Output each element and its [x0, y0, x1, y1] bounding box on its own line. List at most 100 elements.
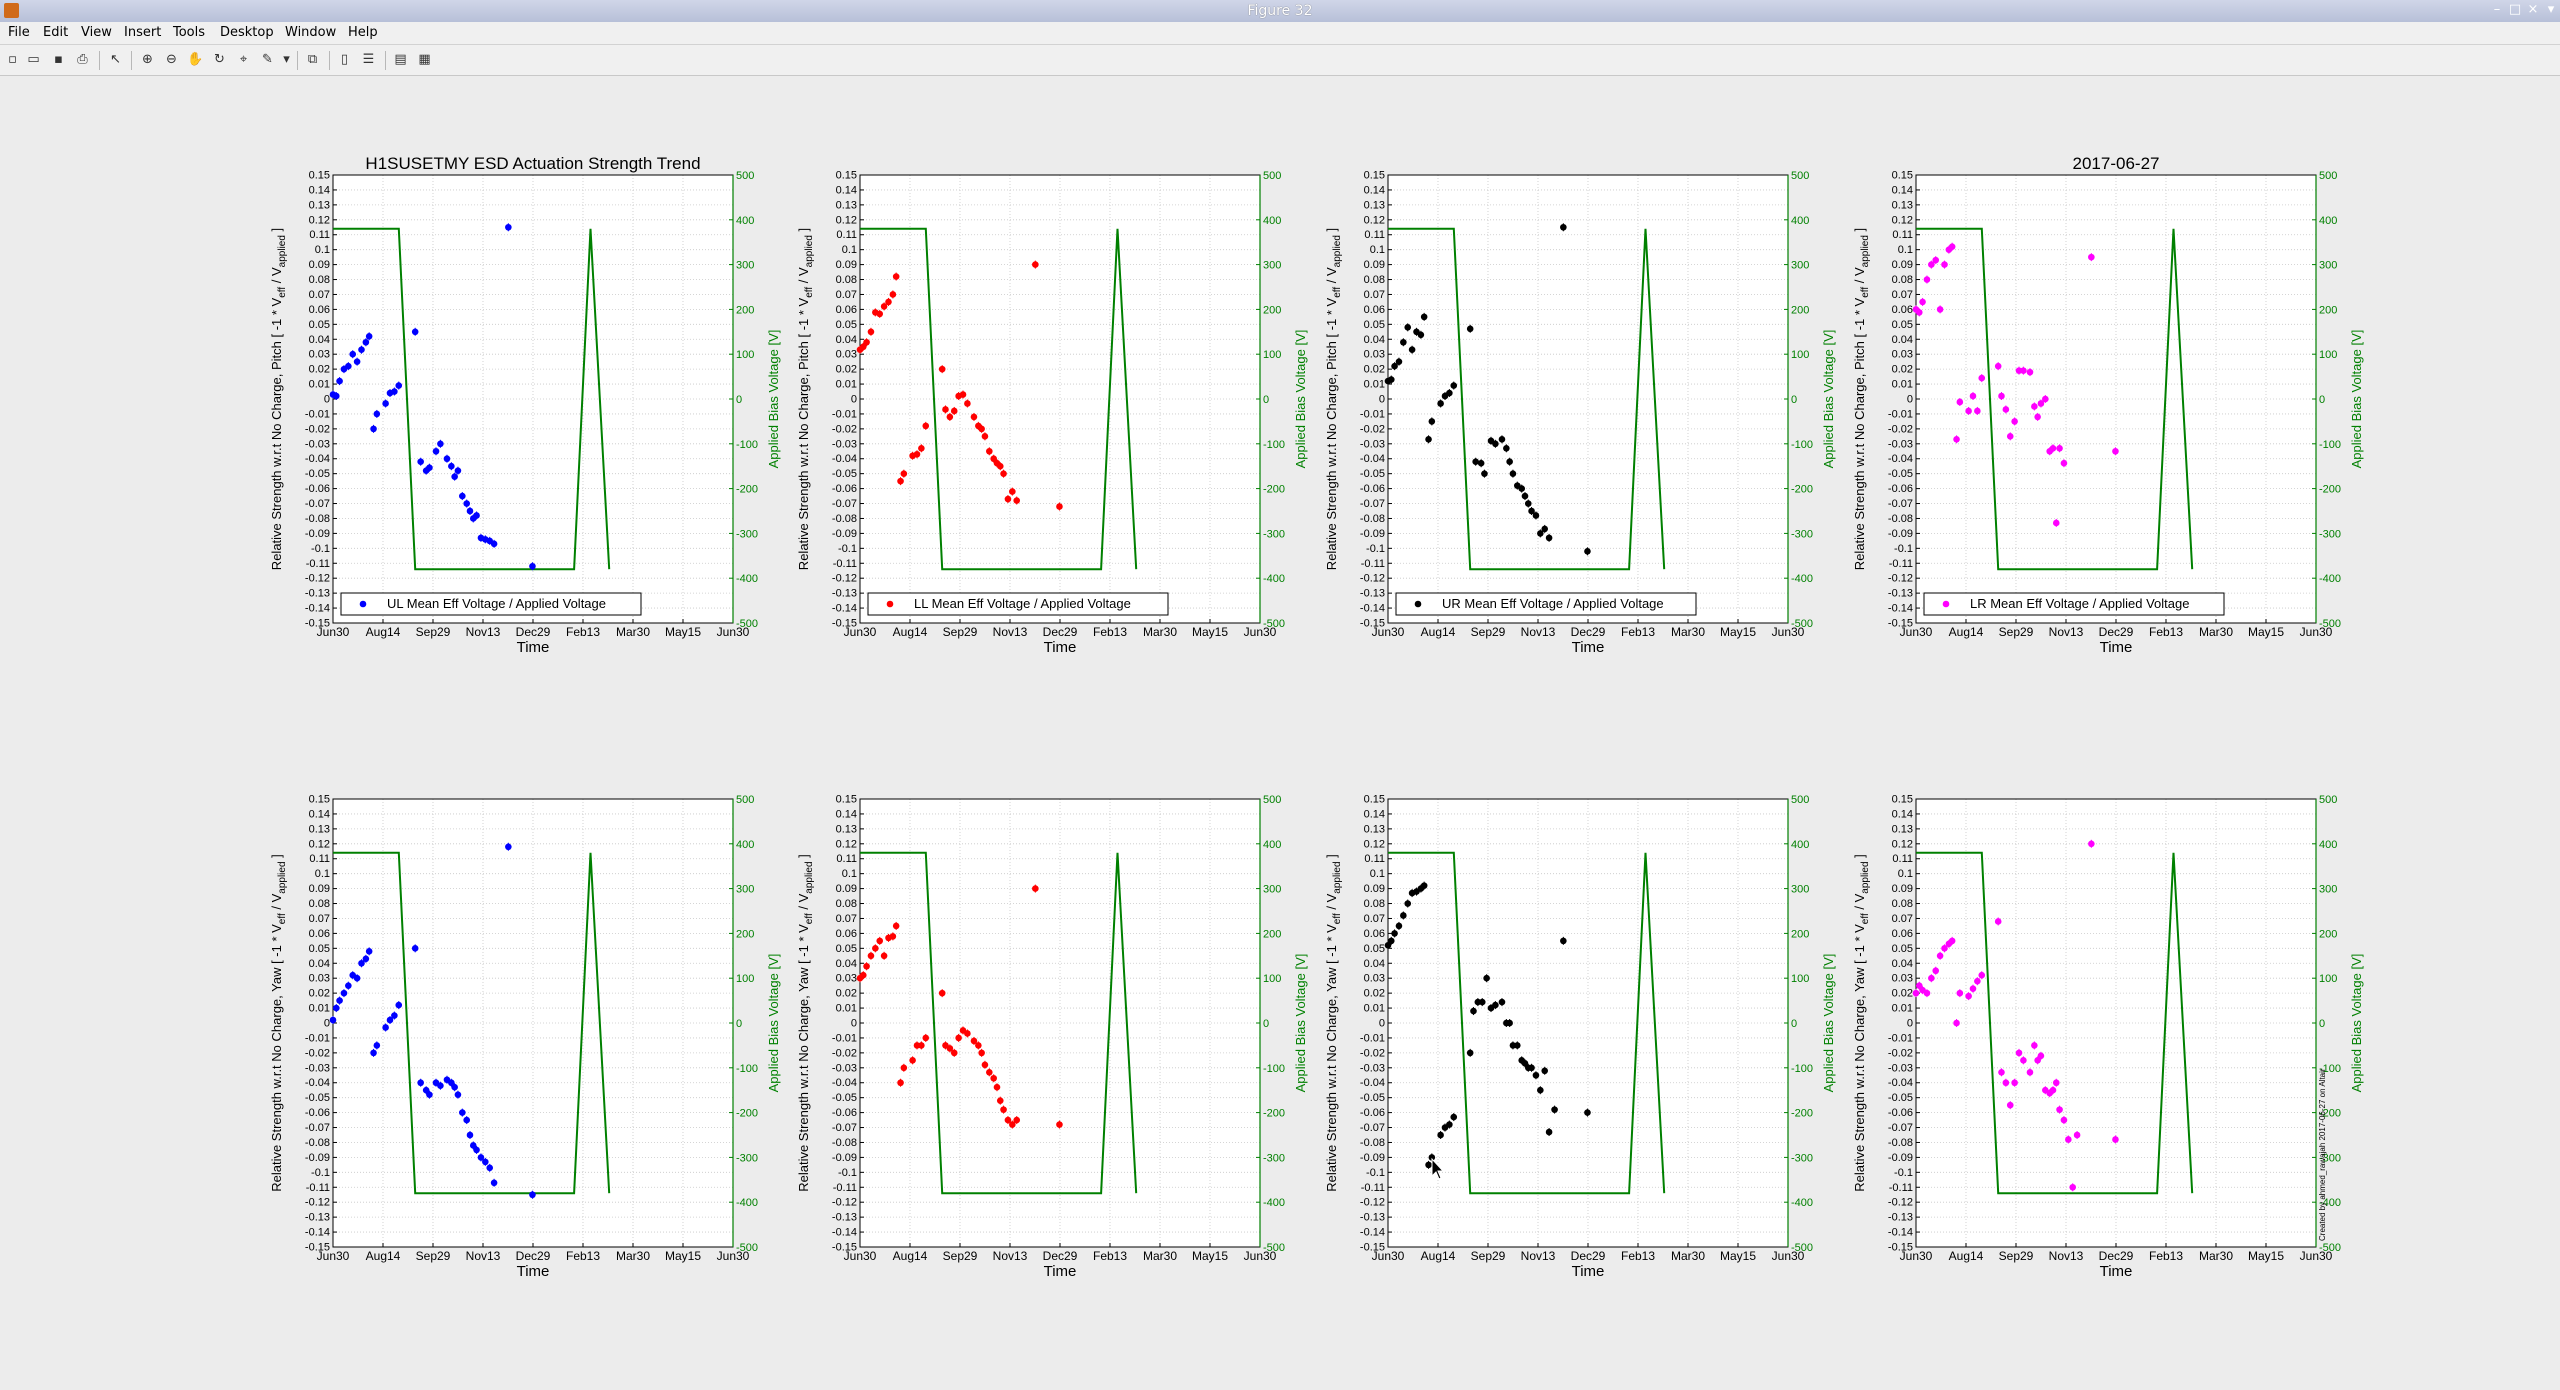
- menu-edit[interactable]: Edit: [43, 25, 69, 40]
- open-file-icon[interactable]: ▭: [27, 52, 40, 67]
- y-tick-label: 0.15: [1892, 170, 1913, 182]
- maximize-icon[interactable]: □: [2508, 2, 2522, 17]
- show-plot-tools-icon[interactable]: ▦: [418, 52, 431, 67]
- plot-title: 2017-06-27: [2073, 154, 2160, 173]
- data-point: [1428, 1154, 1436, 1161]
- x-tick-label: Sep29: [1471, 625, 1506, 639]
- zoom-out-icon[interactable]: ⊖: [166, 52, 177, 67]
- data-point: [1408, 346, 1416, 354]
- y2-tick-label: 100: [736, 973, 754, 985]
- y2-tick-label: 400: [2319, 215, 2337, 227]
- bias-voltage-line: [1916, 227, 2194, 571]
- y2-tick-label: 0: [1263, 394, 1269, 406]
- y-tick-label: -0.01: [1888, 1032, 1913, 1044]
- x-axis-label: Time: [517, 639, 550, 656]
- data-point: [1956, 989, 1964, 997]
- x-tick-label: Sep29: [416, 625, 451, 639]
- y-tick-label: -0.08: [305, 1137, 330, 1149]
- y-tick-label: 0: [851, 394, 857, 406]
- colorbar-icon[interactable]: ▯: [340, 52, 349, 67]
- legend-icon[interactable]: ☰: [362, 52, 375, 67]
- y-tick-label: 0.12: [836, 214, 857, 226]
- data-point: [1420, 882, 1428, 889]
- y-tick-label: 0.13: [309, 199, 330, 211]
- y-tick-label: 0.11: [836, 229, 857, 241]
- print-icon[interactable]: ⎙: [77, 52, 88, 67]
- y-tick-label: 0.08: [309, 274, 330, 286]
- data-point: [353, 358, 361, 365]
- new-figure-icon[interactable]: ▫: [8, 52, 17, 67]
- x-tick-label: May15: [665, 1249, 701, 1263]
- x-tick-label: Jun30: [2300, 625, 2333, 639]
- x-tick-label: Dec29: [1571, 625, 1606, 639]
- data-point: [1541, 525, 1549, 533]
- y-tick-label: -0.13: [305, 1212, 330, 1224]
- close-icon[interactable]: ×: [2527, 2, 2539, 17]
- y-tick-label: 0.01: [309, 1003, 330, 1015]
- link-plot-icon[interactable]: ⧉: [307, 52, 318, 67]
- window-menu-icon[interactable]: ▾: [2547, 2, 2555, 17]
- y-tick-label: 0.14: [1364, 184, 1385, 196]
- data-point: [1395, 358, 1403, 365]
- y-tick-label: 0.09: [309, 259, 330, 271]
- y2-tick-label: -200: [1263, 484, 1285, 496]
- x-tick-label: Feb13: [2149, 1249, 2183, 1263]
- y-tick-label: 0.01: [836, 1003, 857, 1015]
- y2-axis-label: Applied Bias Voltage [V]: [1821, 330, 1836, 469]
- y-tick-label: -0.08: [1360, 1137, 1385, 1149]
- save-icon[interactable]: ▪: [54, 52, 63, 67]
- y-tick-label: 0.02: [836, 988, 857, 1000]
- y-tick-label: 0.06: [1364, 304, 1385, 316]
- y-tick-label: 0.03: [1892, 349, 1913, 361]
- y-tick-label: 0.14: [1892, 808, 1913, 820]
- zoom-in-icon[interactable]: ⊕: [142, 52, 153, 67]
- brush-dropdown-icon[interactable]: ▾: [283, 52, 290, 67]
- hide-plot-tools-icon[interactable]: ▤: [394, 52, 407, 67]
- y-tick-label: -0.01: [305, 408, 330, 420]
- menu-view[interactable]: View: [81, 25, 112, 40]
- x-tick-label: Aug14: [366, 1249, 401, 1263]
- data-point: [897, 1079, 904, 1087]
- x-tick-label: Mar30: [2199, 625, 2233, 639]
- y2-tick-label: 500: [2319, 170, 2337, 182]
- y-tick-label: -0.06: [832, 483, 857, 495]
- menu-insert[interactable]: Insert: [124, 25, 162, 40]
- brush-icon[interactable]: ✎: [262, 52, 273, 67]
- data-point: [332, 1004, 340, 1012]
- y-tick-label: 0.1: [1370, 868, 1385, 880]
- x-tick-label: Jun30: [1772, 625, 1805, 639]
- y2-tick-label: 300: [1791, 884, 1809, 896]
- data-point: [1948, 243, 1956, 250]
- rotate-icon[interactable]: ↻: [214, 52, 225, 67]
- y-tick-label: 0.05: [836, 943, 857, 955]
- legend-box: [867, 592, 1169, 616]
- y-tick-label: -0.01: [1360, 408, 1385, 420]
- data-point: [426, 464, 433, 471]
- minimize-icon[interactable]: –: [2493, 2, 2501, 17]
- y-tick-label: -0.04: [1360, 1077, 1385, 1089]
- pan-icon[interactable]: ✋: [187, 52, 204, 67]
- menu-window[interactable]: Window: [285, 25, 337, 40]
- y2-axis-label: Applied Bias Voltage [V]: [766, 330, 781, 469]
- data-point: [1004, 495, 1012, 503]
- data-point: [2011, 1079, 2018, 1087]
- y-tick-label: 0.09: [1364, 883, 1385, 895]
- x-tick-label: Dec29: [516, 1249, 551, 1263]
- menu-desktop[interactable]: Desktop: [220, 25, 274, 40]
- data-point: [1928, 261, 1935, 268]
- menu-file[interactable]: File: [8, 25, 30, 40]
- data-point: [909, 1057, 916, 1064]
- data-point: [1965, 992, 1972, 1000]
- y2-tick-label: -300: [736, 528, 758, 540]
- legend-marker: [1414, 600, 1422, 608]
- menu-help[interactable]: Help: [348, 25, 378, 40]
- x-axis-label: Time: [2100, 1263, 2133, 1280]
- x-tick-label: Jun30: [844, 1249, 877, 1263]
- pointer-icon[interactable]: ↖: [110, 52, 121, 67]
- data-point: [1387, 376, 1395, 383]
- y-tick-label: 0.03: [836, 973, 857, 985]
- data-point: [2031, 403, 2038, 410]
- window-title: Figure 32: [1247, 3, 1313, 19]
- data-cursor-icon[interactable]: ⌖: [239, 52, 248, 67]
- menu-tools[interactable]: Tools: [173, 25, 206, 40]
